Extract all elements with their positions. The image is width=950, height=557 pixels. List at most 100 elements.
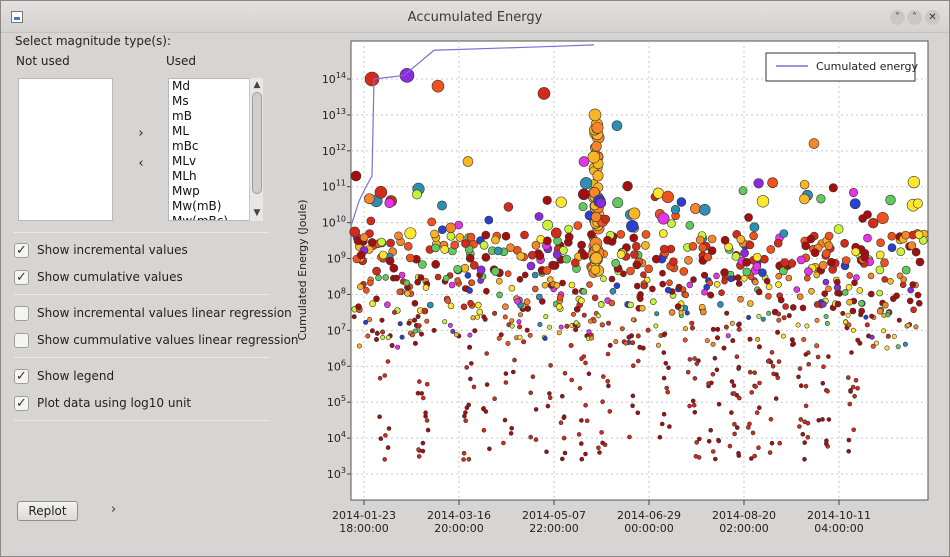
data-point [708,427,714,433]
maximize-button[interactable]: ˄ [907,10,922,25]
used-list-item[interactable]: Ms [172,94,189,108]
used-list[interactable]: Md Ms mB ML mBc MLv MLh Mwp Mw(mB) Mw(mBc) [168,78,263,221]
data-point [453,265,462,274]
data-point [707,246,717,255]
plot-area [350,40,929,501]
data-point [853,377,859,383]
used-list-item[interactable]: Mw(mB) [172,199,222,213]
scroll-down-icon[interactable]: ▼ [253,208,261,218]
used-list-item[interactable]: ML [172,124,190,138]
data-point [803,383,809,389]
data-point [718,289,725,296]
data-point [483,287,490,295]
data-point [736,235,746,244]
used-list-item[interactable]: Md [172,79,190,93]
data-point [623,340,629,346]
data-point [769,350,775,355]
data-point [821,249,831,258]
minimize-button[interactable]: ˅ [890,10,905,25]
data-point [587,150,601,164]
data-point [821,364,826,370]
y-tick-label: 104 [327,430,346,445]
cumulative-line [350,44,595,227]
data-point [581,312,587,318]
data-point [367,238,377,247]
data-point [856,287,864,294]
data-point [823,441,829,447]
separator [14,294,269,295]
data-point [419,391,424,396]
used-list-item[interactable]: mB [172,109,192,123]
used-list-item[interactable]: Mw(mBc) [172,214,229,221]
check-icon[interactable]: ✓ [14,270,29,285]
data-point [586,371,592,377]
data-point [863,233,872,243]
data-point [612,197,624,209]
data-point [713,272,720,280]
data-point [845,284,853,291]
check-icon[interactable]: ✓ [14,396,29,411]
used-list-scrollbar[interactable]: ▲ ▼ [249,78,263,221]
data-point [752,262,762,271]
data-point [757,380,762,386]
data-point [561,415,567,421]
data-point [412,340,418,346]
used-list-item[interactable]: MLv [172,154,197,168]
used-list-item[interactable]: MLh [172,169,197,183]
data-point [605,378,611,384]
data-point [492,310,498,316]
data-point [846,298,853,306]
data-point [622,180,633,192]
data-point [363,319,369,325]
data-point [542,219,554,231]
data-point [664,286,672,294]
data-point [846,437,852,443]
data-point [775,329,781,335]
data-point [356,250,366,260]
data-point [509,323,515,329]
data-point [731,391,737,396]
data-point [674,303,682,310]
data-point [867,290,875,298]
data-point [640,282,648,290]
move-left-button[interactable]: ‹ [138,156,144,171]
data-point [399,334,405,340]
data-point [467,299,474,307]
used-list-item[interactable]: Mwp [172,184,200,198]
not-used-list[interactable] [18,78,113,221]
replot-button[interactable]: Replot [17,501,78,521]
data-point [503,371,509,376]
data-point [548,363,553,368]
scrollbar-thumb[interactable] [252,92,262,194]
data-point [417,379,422,384]
data-point [753,178,764,189]
close-button[interactable]: ✕ [925,10,940,25]
data-point [911,247,921,257]
data-point [511,369,516,375]
data-point [630,393,636,399]
data-point [626,220,639,233]
chevron-right-icon[interactable]: › [111,502,117,517]
data-point [578,156,590,167]
checkbox-box[interactable] [14,306,29,321]
scroll-up-icon[interactable]: ▲ [253,80,261,90]
used-list-item[interactable]: mBc [172,139,199,153]
data-point [531,271,539,279]
data-point [753,384,759,389]
data-point [732,421,737,427]
check-icon[interactable]: ✓ [14,243,29,258]
data-point [583,360,588,366]
data-point [384,301,391,309]
data-point [655,342,661,348]
data-point [600,440,605,446]
data-point [496,277,503,285]
data-point [901,265,911,275]
move-right-button[interactable]: › [138,126,144,141]
data-point [603,235,612,245]
data-point [689,325,695,331]
data-point [721,345,727,351]
checkbox-label: Show legend [37,369,115,383]
checkbox-box[interactable] [14,333,29,348]
data-point [659,421,665,427]
check-icon[interactable]: ✓ [14,369,29,384]
